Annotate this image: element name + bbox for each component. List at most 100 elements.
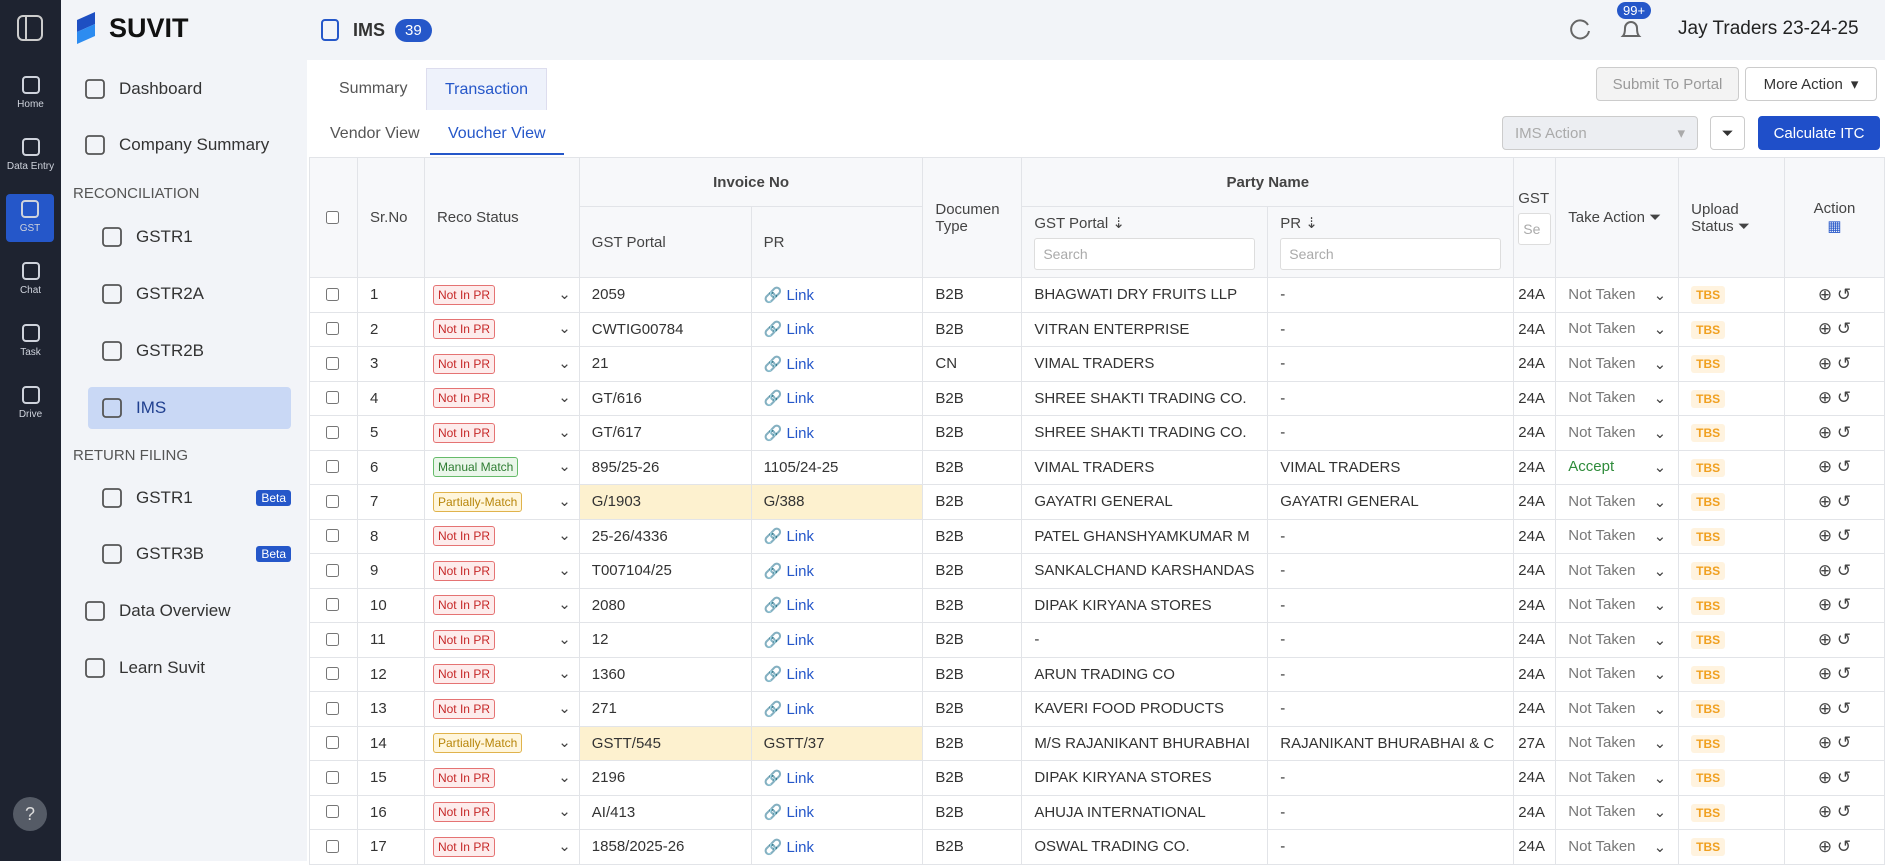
action-cell[interactable]: ⊕ ↺: [1784, 277, 1885, 313]
cell: -: [1267, 415, 1515, 451]
take-action-cell[interactable]: Not Taken ⌄: [1555, 794, 1680, 830]
upload-status: TBS: [1691, 286, 1726, 305]
take-action: Not Taken: [1568, 630, 1636, 648]
submit-button[interactable]: Submit To Portal: [1596, 67, 1739, 101]
nav-item[interactable]: Dashboard: [71, 68, 291, 110]
upload-status: TBS: [1691, 734, 1726, 753]
refresh-icon[interactable]: [1567, 16, 1593, 42]
pr-invoice[interactable]: Link: [786, 528, 814, 546]
pr-invoice[interactable]: Link: [786, 321, 814, 339]
upload-status: TBS: [1691, 355, 1726, 374]
search-box[interactable]: Se: [1518, 213, 1552, 245]
action-cell[interactable]: ⊕ ↺: [1784, 553, 1885, 589]
nav-item[interactable]: GSTR1: [88, 216, 291, 258]
pr-invoice[interactable]: Link: [786, 700, 814, 718]
action-cell[interactable]: ⊕ ↺: [1784, 760, 1885, 796]
take-action-cell[interactable]: Not Taken ⌄: [1555, 656, 1680, 692]
rail-item[interactable]: Home: [0, 70, 61, 114]
nav-item[interactable]: Data Overview: [71, 590, 291, 632]
invoice-cell: GT/617: [578, 415, 752, 451]
take-action-cell[interactable]: Not Taken ⌄: [1555, 725, 1680, 761]
sub-tab[interactable]: Vendor View: [330, 125, 420, 142]
nav-item[interactable]: GSTR2A: [88, 273, 291, 315]
invoice-cell: 25-26/4336: [578, 518, 752, 554]
pr-invoice[interactable]: Link: [786, 838, 814, 856]
rail-item[interactable]: Chat: [0, 256, 61, 300]
nav-item[interactable]: Learn Suvit: [71, 647, 291, 689]
take-action-cell[interactable]: Not Taken ⌄: [1555, 622, 1680, 658]
action-cell[interactable]: ⊕ ↺: [1784, 484, 1885, 520]
take-action-cell[interactable]: Not Taken ⌄: [1555, 311, 1680, 347]
nav-item[interactable]: Company Summary: [71, 124, 291, 166]
action-cell[interactable]: ⊕ ↺: [1784, 691, 1885, 727]
take-action-cell[interactable]: Not Taken ⌄: [1555, 518, 1680, 554]
filter-button[interactable]: ⏷: [1710, 116, 1745, 150]
take-action-cell[interactable]: Accept ⌄: [1555, 449, 1680, 485]
collapse-icon[interactable]: [16, 14, 44, 42]
action-cell[interactable]: ⊕ ↺: [1784, 518, 1885, 554]
reco-cell: Not In PR ⌄: [423, 346, 580, 382]
upload-cell: TBS: [1678, 553, 1786, 589]
nav-item[interactable]: GSTR1 Beta: [88, 477, 291, 519]
sub-tab[interactable]: Voucher View: [430, 113, 564, 155]
take-action-cell[interactable]: Not Taken ⌄: [1555, 829, 1680, 865]
action-cell[interactable]: ⊕ ↺: [1784, 622, 1885, 658]
take-action-cell[interactable]: Not Taken ⌄: [1555, 277, 1680, 313]
rail-item[interactable]: Drive: [0, 380, 61, 424]
take-action-cell[interactable]: Not Taken ⌄: [1555, 380, 1680, 416]
reco-cell: Not In PR ⌄: [423, 622, 580, 658]
take-action-cell[interactable]: Not Taken ⌄: [1555, 553, 1680, 589]
pr-invoice[interactable]: Link: [786, 631, 814, 649]
search-box[interactable]: Search: [1034, 238, 1256, 271]
nav-item[interactable]: GSTR2B: [88, 330, 291, 372]
sr-cell: 3: [356, 346, 425, 382]
action-cell[interactable]: ⊕ ↺: [1784, 449, 1885, 485]
action-cell[interactable]: ⊕ ↺: [1784, 725, 1885, 761]
help-icon[interactable]: ?: [12, 796, 48, 832]
action-cell[interactable]: ⊕ ↺: [1784, 829, 1885, 865]
cell: -: [1267, 656, 1515, 692]
reco-cell: Manual Match ⌄: [423, 449, 580, 485]
nav-item[interactable]: IMS: [88, 387, 291, 429]
pr-invoice[interactable]: Link: [786, 666, 814, 684]
tab[interactable]: Summary: [339, 80, 408, 97]
take-action-cell[interactable]: Not Taken ⌄: [1555, 691, 1680, 727]
rail-item[interactable]: GST: [6, 194, 54, 242]
pr-invoice-cell: 🔗 Link: [750, 691, 924, 727]
take-action-cell[interactable]: Not Taken ⌄: [1555, 587, 1680, 623]
take-action-cell[interactable]: Not Taken ⌄: [1555, 760, 1680, 796]
action-cell[interactable]: ⊕ ↺: [1784, 794, 1885, 830]
upload-cell: TBS: [1678, 829, 1786, 865]
action-cell[interactable]: ⊕ ↺: [1784, 656, 1885, 692]
action-cell[interactable]: ⊕ ↺: [1784, 311, 1885, 347]
pr-invoice[interactable]: Link: [786, 286, 814, 304]
action-cell[interactable]: ⊕ ↺: [1784, 587, 1885, 623]
bell-icon[interactable]: [1617, 16, 1645, 44]
pr-invoice[interactable]: Link: [786, 390, 814, 408]
pr-invoice[interactable]: Link: [786, 355, 814, 373]
calculate-itc-button[interactable]: Calculate ITC: [1758, 116, 1880, 150]
select-all[interactable]: [326, 210, 339, 224]
company-selector[interactable]: Jay Traders 23-24-25: [1678, 18, 1859, 39]
more-action-button[interactable]: More Action ▾: [1745, 67, 1877, 101]
take-action: Not Taken: [1568, 768, 1636, 786]
search-box[interactable]: Search: [1280, 238, 1502, 271]
take-action-cell[interactable]: Not Taken ⌄: [1555, 484, 1680, 520]
pr-invoice[interactable]: Link: [786, 424, 814, 442]
tab[interactable]: Transaction: [426, 68, 547, 110]
pr-invoice[interactable]: Link: [786, 562, 814, 580]
nav-item[interactable]: GSTR3B Beta: [88, 533, 291, 575]
action-cell[interactable]: ⊕ ↺: [1784, 415, 1885, 451]
pr-invoice[interactable]: Link: [786, 804, 814, 822]
gstin-cell: 24A: [1513, 622, 1557, 658]
action-cell[interactable]: ⊕ ↺: [1784, 380, 1885, 416]
reco-badge: Not In PR: [432, 767, 495, 788]
take-action-cell[interactable]: Not Taken ⌄: [1555, 346, 1680, 382]
take-action-cell[interactable]: Not Taken ⌄: [1555, 415, 1680, 451]
rail-item[interactable]: Data Entry: [0, 132, 61, 176]
pr-invoice[interactable]: Link: [786, 769, 814, 787]
action-cell[interactable]: ⊕ ↺: [1784, 346, 1885, 382]
pr-invoice[interactable]: Link: [786, 597, 814, 615]
rail-item[interactable]: Task: [0, 318, 61, 362]
ims-action-select[interactable]: IMS Action ▾: [1502, 116, 1698, 150]
